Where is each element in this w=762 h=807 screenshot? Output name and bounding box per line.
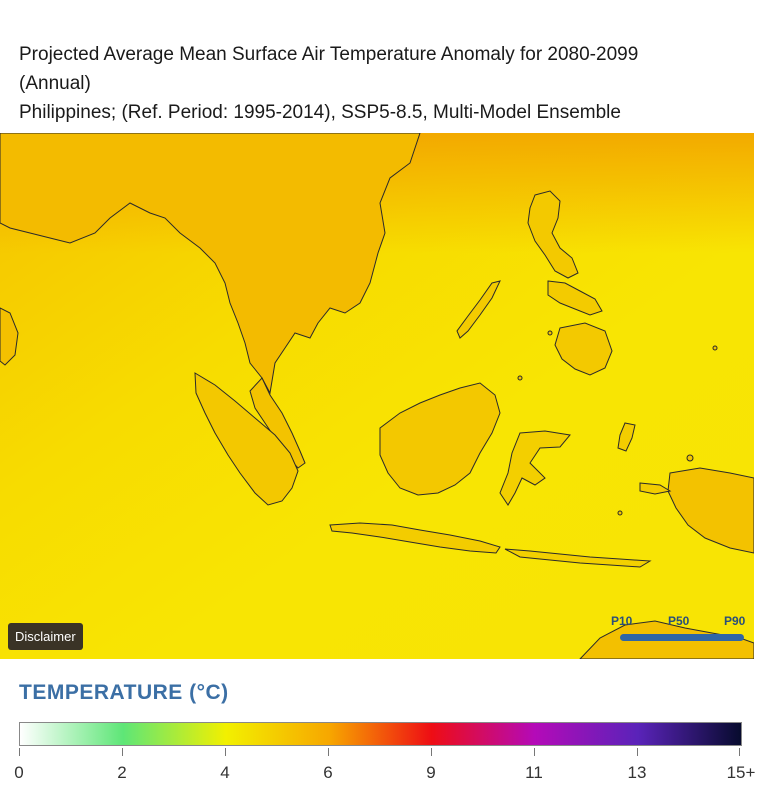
island-2: [686, 454, 694, 462]
legend-title: TEMPERATURE (°C): [19, 681, 229, 704]
colorbar-tick: [225, 748, 226, 756]
colorbar-tick-label: 0: [14, 763, 24, 782]
colorbar-tick-label: 9: [426, 763, 436, 782]
percentile-selector[interactable]: P10 P50 P90: [611, 614, 751, 630]
disclaimer-button[interactable]: Disclaimer: [8, 623, 83, 650]
percentile-slider-bar[interactable]: [620, 634, 744, 641]
sulawesi: [499, 430, 571, 506]
colorbar-tick: [637, 748, 638, 756]
coastlines: [0, 133, 754, 659]
lesser-sunda: [504, 548, 652, 568]
colorbar-tick-label: 4: [220, 763, 230, 782]
colorbar-tick: [122, 748, 123, 756]
island-3: [712, 345, 718, 351]
island-1: [547, 330, 553, 336]
colorbar-tick-label: 6: [323, 763, 333, 782]
java: [329, 522, 501, 554]
maluku-seram: [639, 482, 672, 495]
borneo: [379, 382, 501, 496]
visayas: [547, 280, 603, 316]
temperature-anomaly-map[interactable]: [0, 133, 754, 659]
colorbar-tick-labels: 0 2 4 6 9 11 13 15+: [0, 763, 762, 787]
map-canvas: [0, 133, 754, 659]
malay-peninsula: [249, 377, 306, 469]
colorbar-tick-label: 11: [525, 763, 543, 782]
percentile-p50[interactable]: P50: [668, 614, 690, 628]
colorbar-tick: [328, 748, 329, 756]
island-5: [517, 375, 523, 381]
colorbar-tick-label: 13: [627, 763, 647, 782]
new-guinea: [667, 467, 754, 554]
mindanao: [554, 322, 613, 376]
colorbar-tick-label: 2: [117, 763, 127, 782]
chart-title: Projected Average Mean Surface Air Tempe…: [19, 40, 749, 127]
colorbar-tick: [739, 748, 740, 756]
title-line-1: Projected Average Mean Surface Air Tempe…: [19, 44, 639, 65]
colorbar-tick: [534, 748, 535, 756]
temperature-colorbar: [19, 722, 742, 746]
colorbar-tick: [431, 748, 432, 756]
palawan: [456, 280, 501, 339]
sumatra: [194, 372, 299, 506]
west-landmass: [0, 307, 19, 366]
colorbar-tick: [19, 748, 20, 756]
colorbar-tick-label: 15+: [726, 763, 756, 782]
colorbar-ticks: [19, 746, 742, 758]
maluku-halmahera: [617, 422, 636, 452]
luzon: [527, 190, 579, 279]
percentile-p10[interactable]: P10: [611, 614, 633, 628]
percentile-p90[interactable]: P90: [724, 614, 746, 628]
island-4: [617, 510, 623, 516]
title-line-2: (Annual): [19, 73, 91, 94]
title-line-3: Philippines; (Ref. Period: 1995-2014), S…: [19, 102, 621, 123]
mainland-indochina: [0, 133, 421, 395]
